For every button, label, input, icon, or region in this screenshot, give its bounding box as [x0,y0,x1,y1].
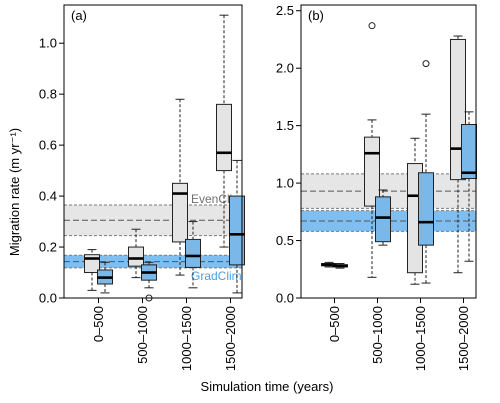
box-body [216,103,232,172]
y-tick-label: 0.0 [276,291,294,306]
band-label: GradClim [191,269,242,283]
box-outlier [422,60,430,68]
x-axis-label: Simulation time (years) [201,379,334,394]
y-tick-label: 0.6 [39,138,57,153]
band-fill [64,205,242,236]
box-outlier [368,22,376,30]
panel-b: 0.0 0.5 1.0 1.5 2.0 2.5 0–500 500–1000 1000–1500… [276,3,477,371]
y-tick-label: 1.5 [276,118,294,133]
box-body [418,172,434,246]
panel-label: (a) [71,8,87,23]
plot-frame [300,4,477,299]
y-tick-label: 1.0 [276,176,294,191]
y-axis-label: Migration rate (m yr⁻¹) [7,128,22,256]
y-tick-label: 0.5 [276,233,294,248]
y-tick-label: 0.0 [39,291,57,306]
y-tick-label: 0.2 [39,240,57,255]
y-tick-label: 2.0 [276,61,294,76]
y-tick-label: 0.8 [39,87,57,102]
y-tick-label: 0.4 [39,189,57,204]
x-tick-label: 1500–2000 [456,306,471,371]
box-body [172,182,188,243]
box-body [364,136,380,207]
box-body [229,195,245,266]
x-tick-label: 1000–1500 [413,306,428,371]
x-tick-label: 0–500 [91,306,106,342]
box-body [375,196,391,243]
y-tick-label: 2.5 [276,3,294,18]
panel-label: (b) [308,8,324,23]
x-tick-label: 1000–1500 [179,306,194,371]
x-tick-label: 500–1000 [135,306,150,364]
x-tick-label: 0–500 [327,306,342,342]
y-tick-label: 1.0 [39,36,57,51]
box-body [461,123,477,180]
plot-frame [63,4,243,299]
box-body [128,246,144,267]
x-tick-label: 500–1000 [370,306,385,364]
x-tick-label: 1500–2000 [223,306,238,371]
box-body [185,238,201,268]
